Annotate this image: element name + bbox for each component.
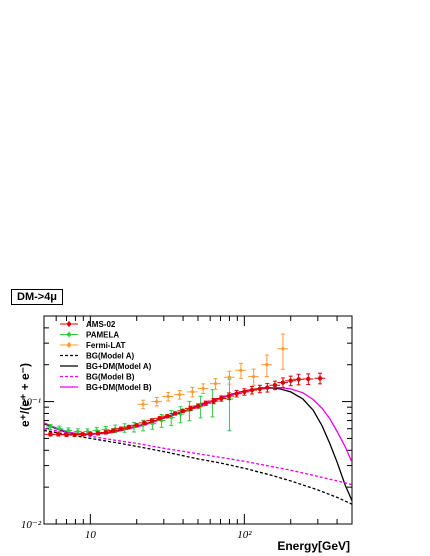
data-point bbox=[111, 428, 116, 433]
data-point bbox=[227, 375, 232, 379]
data-point bbox=[201, 386, 205, 391]
data-point bbox=[190, 390, 195, 394]
data-point bbox=[64, 432, 69, 438]
data-point bbox=[56, 432, 61, 437]
data-point bbox=[213, 382, 218, 386]
series-line-bg-model-a- bbox=[44, 429, 352, 505]
data-point bbox=[142, 420, 147, 426]
legend-entry: Fermi-LAT bbox=[60, 341, 126, 350]
y-axis-title: e⁺/(e⁺ + e⁻) bbox=[18, 362, 32, 428]
series-layer bbox=[44, 333, 352, 505]
y-tick-label: 10⁻¹ bbox=[21, 397, 41, 409]
data-point bbox=[188, 406, 193, 411]
data-point bbox=[134, 423, 139, 428]
data-point bbox=[150, 422, 155, 426]
data-point bbox=[149, 418, 155, 423]
data-point bbox=[57, 427, 62, 431]
legend-marker bbox=[67, 322, 71, 326]
data-point bbox=[265, 385, 270, 390]
data-point bbox=[166, 394, 170, 399]
data-point bbox=[252, 374, 256, 379]
data-point bbox=[203, 400, 209, 406]
series-points-ams-02 bbox=[44, 372, 326, 438]
data-point bbox=[155, 399, 159, 404]
legend-entry: AMS-02 bbox=[60, 320, 116, 329]
legend-entry: PAMELA bbox=[60, 331, 119, 340]
model-label-box: DM->4μ bbox=[11, 289, 64, 305]
data-point bbox=[249, 387, 255, 393]
legend-label: BG(Model A) bbox=[86, 352, 134, 361]
data-point bbox=[296, 377, 301, 382]
data-point bbox=[72, 432, 77, 438]
data-point bbox=[265, 363, 269, 367]
data-point bbox=[80, 432, 85, 437]
data-point bbox=[280, 380, 286, 385]
data-point bbox=[306, 376, 311, 382]
data-point bbox=[219, 396, 224, 401]
data-point bbox=[103, 430, 109, 435]
x-tick-label: 10² bbox=[237, 529, 252, 541]
series-line-bg-model-b- bbox=[44, 428, 352, 486]
legend-marker bbox=[67, 332, 71, 337]
data-point bbox=[281, 347, 285, 351]
y-tick-label: 10⁻² bbox=[21, 519, 42, 531]
data-point bbox=[126, 424, 132, 430]
legend-entry: BG+DM(Model B) bbox=[60, 383, 152, 392]
legend-marker bbox=[67, 343, 71, 347]
legend-label: BG+DM(Model B) bbox=[86, 383, 152, 392]
data-point bbox=[234, 391, 239, 396]
data-point bbox=[48, 425, 52, 429]
data-point bbox=[195, 403, 201, 409]
data-point bbox=[211, 398, 216, 404]
data-point bbox=[141, 402, 145, 406]
axis-ticks: 10 10² 10⁻² 10⁻¹ bbox=[21, 315, 353, 541]
data-point bbox=[288, 378, 293, 383]
data-point bbox=[66, 428, 70, 433]
data-point bbox=[165, 413, 170, 419]
data-point bbox=[257, 386, 263, 392]
legend-label: BG+DM(Model A) bbox=[86, 362, 152, 371]
data-point bbox=[272, 383, 278, 388]
data-point bbox=[157, 416, 162, 421]
data-point bbox=[88, 431, 93, 437]
data-point bbox=[239, 368, 243, 372]
legend-label: PAMELA bbox=[86, 331, 119, 340]
x-tick-label: 10 bbox=[85, 529, 97, 541]
x-axis-title: Energy[GeV] bbox=[277, 539, 350, 553]
data-point bbox=[172, 411, 178, 416]
data-point bbox=[95, 431, 101, 436]
legend-label: Fermi-LAT bbox=[86, 341, 126, 350]
series-points-fermi-lat bbox=[137, 333, 289, 410]
data-point bbox=[180, 408, 185, 414]
data-point bbox=[118, 426, 124, 431]
series-line-bg-dm-model-b- bbox=[44, 386, 352, 463]
data-point bbox=[76, 429, 80, 434]
data-point bbox=[226, 393, 232, 399]
legend-entry: BG+DM(Model A) bbox=[60, 362, 152, 371]
data-point bbox=[169, 415, 173, 420]
data-point bbox=[48, 432, 53, 437]
data-point bbox=[317, 376, 323, 381]
legend-label: AMS-02 bbox=[86, 320, 116, 329]
legend-label: BG(Model B) bbox=[86, 373, 135, 382]
data-point bbox=[242, 389, 247, 395]
data-point bbox=[178, 393, 182, 397]
legend-entry: BG(Model A) bbox=[60, 352, 134, 361]
legend-entry: BG(Model B) bbox=[60, 373, 135, 382]
